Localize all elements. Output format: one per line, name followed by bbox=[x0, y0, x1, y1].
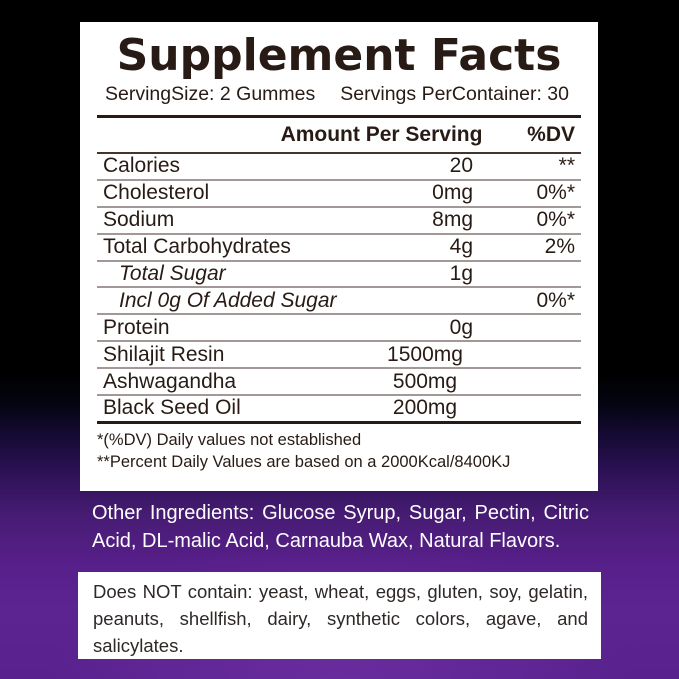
table-header-row: Amount Per Serving %DV bbox=[97, 118, 581, 152]
text-line: Other Ingredients: Glucose Syrup, Sugar,… bbox=[92, 502, 589, 524]
nutrient-name: Total Sugar bbox=[119, 262, 226, 285]
table-row: Cholesterol 0mg 0%* bbox=[97, 181, 581, 208]
nutrient-amount: 500mg bbox=[392, 369, 458, 393]
table-row: Shilajit Resin 1500mg bbox=[97, 342, 581, 370]
nutrient-amount: 20 bbox=[449, 154, 473, 178]
nutrient-dv: 0%* bbox=[536, 181, 575, 205]
nutrient-amount: 4g bbox=[449, 235, 473, 259]
nutrient-dv: ** bbox=[558, 154, 575, 178]
nutrient-name: Ashwagandha bbox=[103, 369, 237, 393]
table-row: Protein 0g bbox=[97, 315, 581, 343]
nutrient-amount: 200mg bbox=[392, 396, 458, 420]
nutrient-name: Calories bbox=[103, 154, 181, 178]
text-line: Does NOT contain: yeast, wheat, eggs, gl… bbox=[93, 581, 588, 602]
nutrient-name: Incl 0g Of Added Sugar bbox=[119, 288, 337, 312]
nutrient-amount: 0mg bbox=[432, 181, 473, 205]
footnotes: *(%DV) Daily values not established **Per… bbox=[97, 429, 581, 474]
panel-title: Supplement Facts bbox=[116, 30, 562, 81]
text-line: peanuts, shellfish, dairy, synthetic col… bbox=[93, 608, 588, 629]
nutrient-name: Protein bbox=[103, 315, 170, 339]
nutrient-dv: 0%* bbox=[536, 208, 575, 232]
column-header-amount: Amount Per Serving bbox=[280, 123, 483, 146]
nutrient-name: Black Seed Oil bbox=[103, 396, 241, 420]
allergen-free-box: Does NOT contain: yeast, wheat, eggs, gl… bbox=[78, 572, 601, 659]
nutrient-dv: 2% bbox=[544, 235, 575, 259]
table-row: Sodium 8mg 0%* bbox=[97, 208, 581, 235]
footnote-line: **Percent Daily Values are based on a 20… bbox=[97, 453, 511, 472]
divider-header bbox=[97, 152, 581, 154]
column-header-dv: %DV bbox=[527, 123, 575, 146]
text-line: salicylates. bbox=[93, 635, 184, 656]
footnote-line: *(%DV) Daily values not established bbox=[97, 430, 362, 449]
nutrient-amount: 0g bbox=[449, 315, 473, 339]
table-row: Calories 20 ** bbox=[97, 154, 581, 181]
table-row: Black Seed Oil 200mg bbox=[97, 396, 581, 421]
text-line: Acid, DL-malic Acid, Carnauba Wax, Natur… bbox=[92, 529, 561, 552]
nutrient-name: Sodium bbox=[103, 208, 175, 232]
supplement-facts-panel: Supplement Facts ServingSize: 2 Gummes S… bbox=[80, 22, 598, 491]
nutrition-table: Calories 20 ** Cholesterol 0mg 0%* Sodiu… bbox=[97, 154, 581, 421]
serving-info-row: ServingSize: 2 Gummes Servings PerContai… bbox=[97, 81, 581, 106]
nutrient-name: Total Carbohydrates bbox=[103, 235, 291, 259]
nutrient-name: Cholesterol bbox=[103, 181, 210, 205]
table-row: Incl 0g Of Added Sugar 0%* bbox=[97, 288, 581, 316]
divider-top bbox=[97, 115, 581, 118]
other-ingredients-text: Other Ingredients: Glucose Syrup, Sugar,… bbox=[92, 500, 589, 555]
table-row: Total Carbohydrates 4g 2% bbox=[97, 235, 581, 262]
nutrient-amount: 1500mg bbox=[387, 342, 463, 366]
nutrient-dv: 0%* bbox=[536, 288, 575, 312]
table-row: Ashwagandha 500mg bbox=[97, 369, 581, 397]
serving-size-text: ServingSize: 2 Gummes bbox=[105, 83, 316, 105]
table-row: Total Sugar 1g bbox=[97, 262, 581, 289]
nutrient-amount: 8mg bbox=[432, 208, 473, 232]
nutrient-name: Shilajit Resin bbox=[103, 342, 225, 366]
nutrient-amount: 1g bbox=[449, 262, 473, 285]
divider-footnotes bbox=[97, 420, 581, 424]
servings-per-container-text: Servings PerContainer: 30 bbox=[340, 83, 569, 105]
